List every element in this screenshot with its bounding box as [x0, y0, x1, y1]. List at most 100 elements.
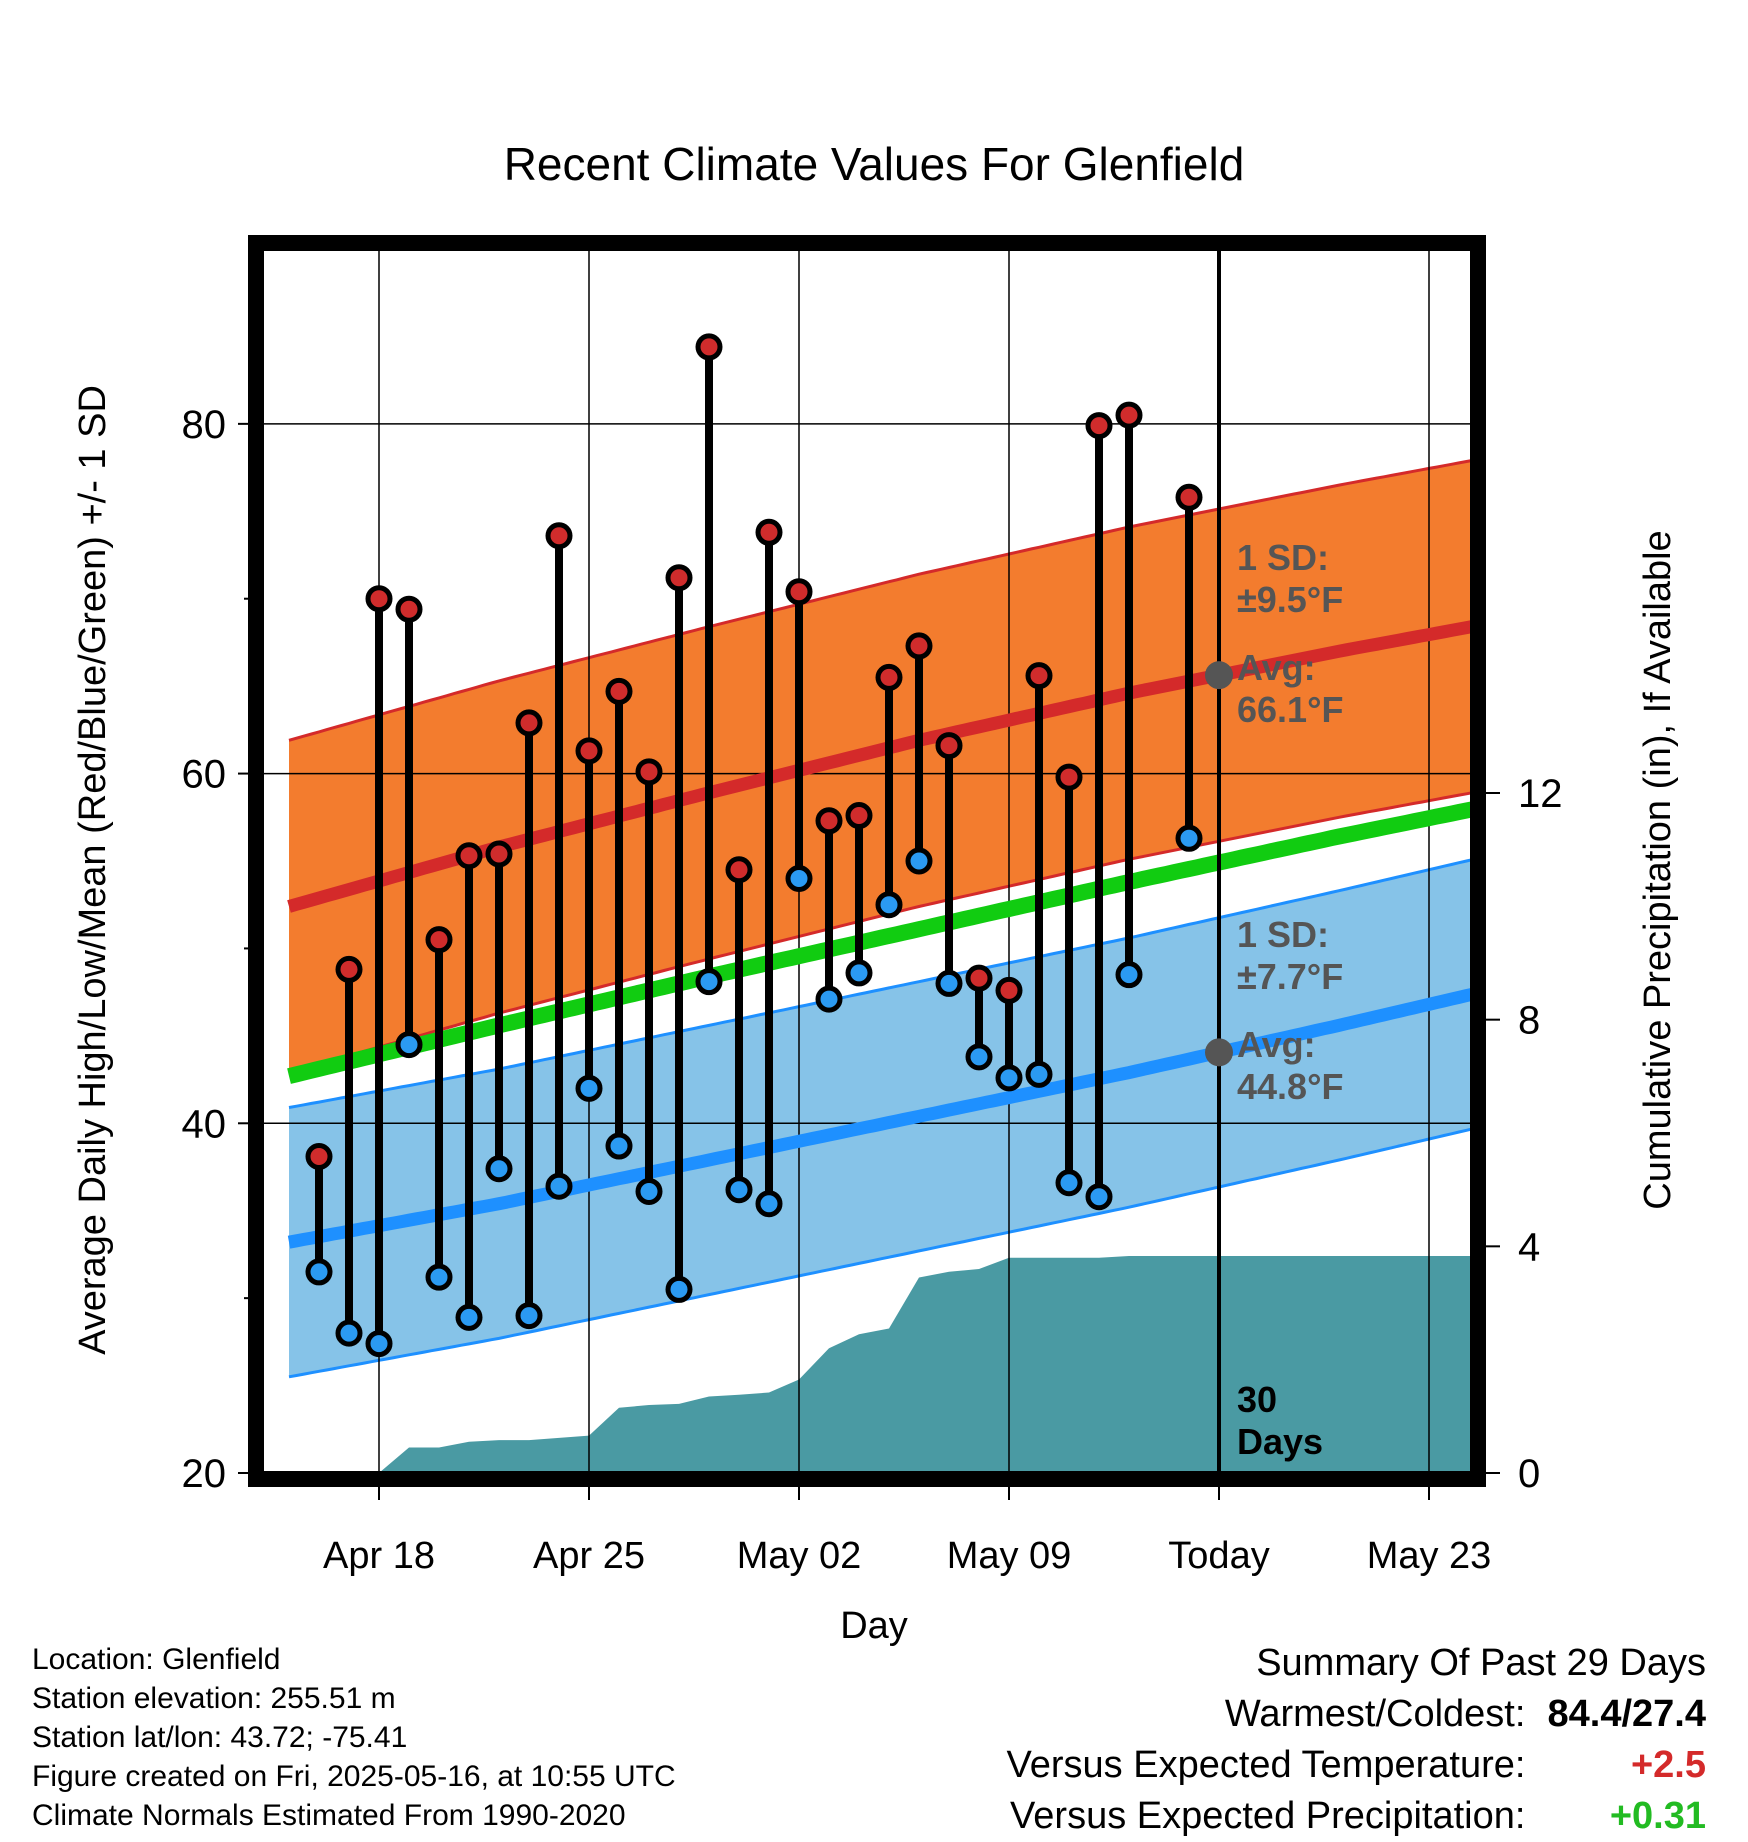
y-tick-label: 40 [182, 1102, 227, 1146]
summary-panel: Summary Of Past 29 Days Warmest/Coldest:… [1007, 1638, 1706, 1842]
low-sd-upper-edge [288, 858, 1472, 1109]
high-sd-annotation-line1: 1 SD: [1237, 537, 1329, 578]
precip-anomaly-value: +0.31 [1609, 1795, 1706, 1837]
high-temp-point [605, 677, 633, 705]
high-sd-upper-edge [288, 458, 1472, 742]
x-axis-label: Day [840, 1605, 908, 1647]
low-temp-point [965, 1043, 993, 1071]
high-temp-point [965, 964, 993, 992]
high-temp-point [1085, 412, 1113, 440]
low-temp-point [905, 847, 933, 875]
warmest-coldest-label: Warmest/Coldest: [1224, 1693, 1526, 1735]
high-avg-annotation-line2: 66.1°F [1237, 689, 1343, 730]
low-temp-point [785, 864, 813, 892]
y-tick-label: 80 [182, 403, 227, 447]
low-temp-point [425, 1263, 453, 1291]
warmest-coldest-value: 84.4/27.4 [1547, 1693, 1706, 1735]
plot-content [262, 249, 1472, 1473]
high-temp-point [1115, 401, 1143, 429]
summary-title: Summary Of Past 29 Days [1256, 1642, 1706, 1684]
high-temp-point [485, 840, 513, 868]
low-avg-annotation-line2: 44.8°F [1237, 1066, 1343, 1107]
low-temp-point [665, 1275, 693, 1303]
low-temp-point [365, 1330, 393, 1358]
days-annotation-line1: 30 [1237, 1379, 1277, 1420]
high-temp-point [1025, 662, 1053, 690]
low-temp-point [995, 1064, 1023, 1092]
low-temp-point [755, 1190, 783, 1218]
low-temp-point [845, 959, 873, 987]
y-axis-label: Average Daily High/Low/Mean (Red/Blue/Gr… [72, 385, 114, 1355]
x-tick-label: Apr 18 [323, 1535, 435, 1577]
chart-title: Recent Climate Values For Glenfield [504, 138, 1245, 190]
low-temp-point [305, 1258, 333, 1286]
normals-text: Climate Normals Estimated From 1990-2020 [32, 1799, 626, 1832]
summary-temp: Versus Expected Temperature: +2.5 [1007, 1740, 1706, 1791]
high-temp-point [755, 518, 783, 546]
low-temp-point [455, 1303, 483, 1331]
low-temp-point [1085, 1183, 1113, 1211]
high-sd-band [289, 460, 1472, 1073]
high-temp-point [515, 709, 543, 737]
low-temp-point [725, 1176, 753, 1204]
high-avg-annotation-line1: Avg: [1237, 647, 1316, 688]
precipitation-area [289, 1256, 1472, 1473]
high-temp-point [725, 856, 753, 884]
low-normal-line [287, 987, 1472, 1249]
low-avg-annotation-line1: Avg: [1237, 1024, 1316, 1065]
x-tick-label: May 02 [737, 1535, 862, 1577]
y2-tick-label: 8 [1518, 999, 1540, 1043]
low-sd-lower-edge [288, 1127, 1472, 1379]
high-temp-point [845, 802, 873, 830]
high-temp-point [335, 955, 363, 983]
y-tick-label: 20 [182, 1452, 227, 1496]
high-sd-annotation-line2: ±9.5°F [1237, 579, 1343, 620]
low-temp-point [1025, 1060, 1053, 1088]
low-temp-point [515, 1302, 543, 1330]
high-temp-point [905, 632, 933, 660]
mean-normal-line [287, 801, 1472, 1084]
high-temp-point [1055, 763, 1083, 791]
low-temp-point [395, 1031, 423, 1059]
low-sd-annotation-line1: 1 SD: [1237, 914, 1329, 955]
x-tick-label: Apr 25 [533, 1535, 645, 1577]
precip-anomaly-label: Versus Expected Precipitation: [1010, 1795, 1526, 1837]
plot-frame [248, 235, 1486, 1487]
station-info: Location: Glenfield Station elevation: 2… [32, 1640, 676, 1835]
days-annotation-line2: Days [1237, 1421, 1323, 1462]
low-temp-point [575, 1074, 603, 1102]
low-sd-annotation-line2: ±7.7°F [1237, 956, 1343, 997]
high-temp-point [455, 842, 483, 870]
high-temp-point [425, 926, 453, 954]
low-temp-point [485, 1155, 513, 1183]
y2-tick-label: 12 [1518, 772, 1563, 816]
low-temp-point [1115, 961, 1143, 989]
high-temp-point [395, 595, 423, 623]
high-temp-point [815, 807, 843, 835]
high-temp-point [785, 578, 813, 606]
summary-warmest-coldest: Warmest/Coldest: 84.4/27.4 [1007, 1689, 1706, 1740]
y2-tick-label: 0 [1518, 1452, 1540, 1496]
today-low-normal-marker [1205, 1038, 1233, 1067]
created-text: Figure created on Fri, 2025-05-16, at 10… [32, 1760, 676, 1793]
high-temp-point [695, 333, 723, 361]
high-temp-point [545, 522, 573, 550]
high-temp-point [935, 732, 963, 760]
high-temp-point [575, 737, 603, 765]
location-text: Location: Glenfield [32, 1643, 281, 1676]
low-temp-point [545, 1172, 573, 1200]
high-temp-point [875, 663, 903, 691]
low-temp-point [935, 969, 963, 997]
high-temp-point [665, 564, 693, 592]
x-tick-label: May 09 [947, 1535, 1072, 1577]
x-tick-label: Today [1168, 1535, 1269, 1577]
low-temp-point [695, 968, 723, 996]
y2-tick-label: 4 [1518, 1225, 1540, 1269]
latlon-text: Station lat/lon: 43.72; -75.41 [32, 1721, 408, 1754]
high-sd-lower-edge [288, 791, 1472, 1075]
low-temp-point [605, 1132, 633, 1160]
low-temp-point [635, 1177, 663, 1205]
y2-axis-label: Cumulative Precipitation (in), If Availa… [1637, 530, 1679, 1209]
